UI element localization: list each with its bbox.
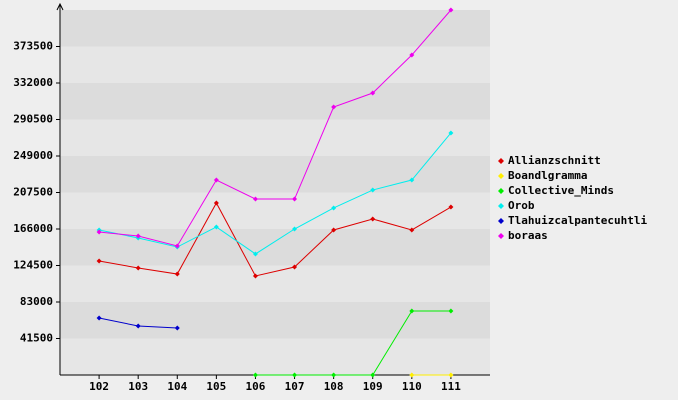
legend-marker <box>498 203 504 209</box>
point <box>292 226 298 232</box>
y-tick-label: 207500 <box>13 186 53 199</box>
y-axis-arrow <box>56 2 64 11</box>
point <box>370 216 376 222</box>
point <box>252 251 258 257</box>
y-tick-label: 41500 <box>20 332 53 345</box>
x-tick-label: 103 <box>128 380 148 393</box>
x-tick-label: 104 <box>167 380 187 393</box>
point <box>252 196 258 202</box>
legend-label: Orob <box>508 199 535 212</box>
y-tick-label: 83000 <box>20 295 53 308</box>
point <box>292 264 298 270</box>
point <box>370 187 376 193</box>
grid-band <box>60 192 490 229</box>
grid-band <box>60 10 490 47</box>
series-line <box>99 201 452 277</box>
point <box>331 372 337 378</box>
point <box>370 90 376 96</box>
point <box>292 196 298 202</box>
legend-marker <box>498 158 504 164</box>
point <box>213 177 219 183</box>
point <box>174 325 180 331</box>
legend-marker <box>498 218 504 224</box>
legend-label: Collective_Minds <box>508 184 614 197</box>
point <box>409 227 415 233</box>
x-tick-label: 105 <box>206 380 226 393</box>
x-tick-label: 102 <box>89 380 109 393</box>
grid-band <box>60 83 490 120</box>
point <box>448 7 454 13</box>
grid-band <box>60 338 490 375</box>
point <box>448 204 454 210</box>
legend-marker <box>498 233 504 239</box>
point <box>252 273 258 279</box>
y-tick-label: 290500 <box>13 113 53 126</box>
grid-band <box>60 46 490 83</box>
series-line <box>255 310 451 376</box>
x-tick-label: 110 <box>402 380 422 393</box>
x-tick-label: 109 <box>363 380 383 393</box>
point <box>135 233 141 239</box>
y-tick-label: 249000 <box>13 149 53 162</box>
point <box>331 227 337 233</box>
legend-marker <box>498 173 504 179</box>
x-tick-label: 107 <box>285 380 305 393</box>
x-tick-label: 111 <box>441 380 461 393</box>
y-tick-label: 332000 <box>13 76 53 89</box>
point <box>409 177 415 183</box>
y-tick-label: 373500 <box>13 40 53 53</box>
point <box>135 265 141 271</box>
x-tick-label: 108 <box>324 380 344 393</box>
series-line <box>98 132 452 255</box>
point <box>174 271 180 277</box>
series-line <box>99 9 452 247</box>
grid-band <box>60 302 490 339</box>
legend-label: Tlahuizcalpantecuhtli <box>508 214 647 227</box>
x-tick-label: 106 <box>246 380 266 393</box>
point <box>96 258 102 264</box>
point <box>96 229 102 235</box>
point <box>370 372 376 378</box>
point <box>448 308 454 314</box>
legend-marker <box>498 188 504 194</box>
point <box>213 200 219 206</box>
point <box>135 323 141 329</box>
point <box>213 224 219 230</box>
point <box>252 372 258 378</box>
point <box>409 308 415 314</box>
point <box>448 130 454 136</box>
legend-label: boraas <box>508 229 548 242</box>
point <box>331 205 337 211</box>
point <box>292 372 298 378</box>
point <box>331 104 337 110</box>
y-tick-label: 124500 <box>13 259 53 272</box>
point <box>409 52 415 58</box>
point <box>174 243 180 249</box>
point <box>409 372 415 378</box>
grid-band <box>60 156 490 193</box>
grid-band <box>60 119 490 156</box>
point <box>96 315 102 321</box>
legend-label: Allianzschnitt <box>508 154 601 167</box>
legend-label: Boandlgramma <box>508 169 587 182</box>
y-tick-label: 166000 <box>13 222 53 235</box>
point <box>448 372 454 378</box>
